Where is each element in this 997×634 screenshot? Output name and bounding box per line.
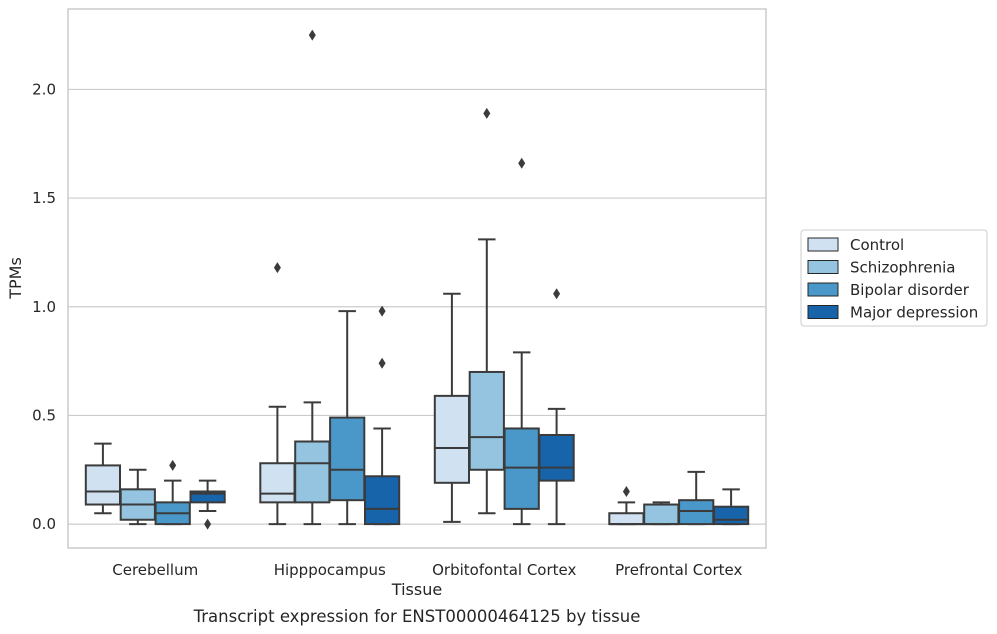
box-major-depression xyxy=(538,288,575,526)
box-iqr xyxy=(678,499,715,526)
x-tick-label: Orbitofontal Cortex xyxy=(432,561,576,579)
box-major-depression xyxy=(189,479,226,530)
y-tick-label: 0.0 xyxy=(32,515,56,533)
box-iqr xyxy=(84,464,122,506)
x-tick-label: Cerebellum xyxy=(112,561,198,579)
box-bipolar-disorder xyxy=(503,157,540,526)
x-tick-label: Hipppocampus xyxy=(274,561,386,579)
chart-caption: Transcript expression for ENST0000046412… xyxy=(193,607,641,626)
box-iqr xyxy=(538,433,575,482)
y-tick-labels: 0.0 0.5 1.0 1.5 2.0 xyxy=(32,80,56,533)
outlier-point xyxy=(518,157,526,169)
outlier-point xyxy=(553,288,561,300)
outlier-point xyxy=(378,357,386,369)
y-tick-label: 2.0 xyxy=(32,80,56,98)
outlier-point xyxy=(169,459,177,471)
box-iqr xyxy=(468,370,505,471)
legend-label: Control xyxy=(850,236,904,254)
box-control xyxy=(433,292,471,523)
box-iqr xyxy=(294,440,331,504)
y-tick-label: 1.5 xyxy=(32,189,56,207)
box-iqr xyxy=(643,503,680,526)
outlier-point xyxy=(308,29,316,41)
box-schizophrenia xyxy=(643,501,680,526)
legend-label: Major depression xyxy=(850,304,978,322)
box-schizophrenia xyxy=(468,107,505,515)
outlier-point xyxy=(622,485,630,497)
legend-swatch xyxy=(807,305,839,319)
y-tick-label: 1.0 xyxy=(32,298,56,316)
legend: Control Schizophrenia Bipolar disorder Majo… xyxy=(800,229,988,327)
outlier-point xyxy=(483,107,491,119)
box-bipolar-disorder xyxy=(329,310,366,526)
outlier-point xyxy=(378,305,386,317)
box-major-depression xyxy=(363,305,401,526)
box-groups xyxy=(84,29,750,530)
legend-label: Schizophrenia xyxy=(850,259,955,277)
legend-swatch xyxy=(807,282,839,297)
box-iqr xyxy=(608,512,645,526)
box-iqr xyxy=(433,394,471,484)
x-axis-label: Tissue xyxy=(391,580,442,599)
y-tick-label: 0.5 xyxy=(32,406,56,424)
box-iqr xyxy=(259,462,296,504)
x-tick-label: Prefrontal Cortex xyxy=(615,561,742,579)
box-iqr xyxy=(329,416,366,502)
box-control xyxy=(84,442,122,515)
box-iqr xyxy=(363,475,401,526)
box-iqr xyxy=(712,505,750,526)
y-axis-label: TPMs xyxy=(6,257,25,300)
box-schizophrenia xyxy=(294,29,331,526)
legend-label: Bipolar disorder xyxy=(850,281,970,299)
box-schizophrenia xyxy=(119,468,156,526)
box-bipolar-disorder xyxy=(154,459,191,526)
outlier-point xyxy=(204,518,212,530)
box-control xyxy=(608,485,645,526)
box-bipolar-disorder xyxy=(678,470,715,526)
box-iqr xyxy=(503,427,540,510)
legend-swatch xyxy=(807,237,839,252)
x-tick-labels: Cerebellum Hipppocampus Orbitofontal Corte… xyxy=(112,561,742,579)
plot-frame xyxy=(67,8,767,549)
outlier-point xyxy=(273,262,281,274)
box-major-depression xyxy=(712,488,750,526)
legend-frame xyxy=(800,229,988,327)
gridlines xyxy=(68,88,766,525)
box-control xyxy=(259,262,296,526)
legend-swatch xyxy=(807,260,839,274)
box-iqr xyxy=(189,490,226,504)
